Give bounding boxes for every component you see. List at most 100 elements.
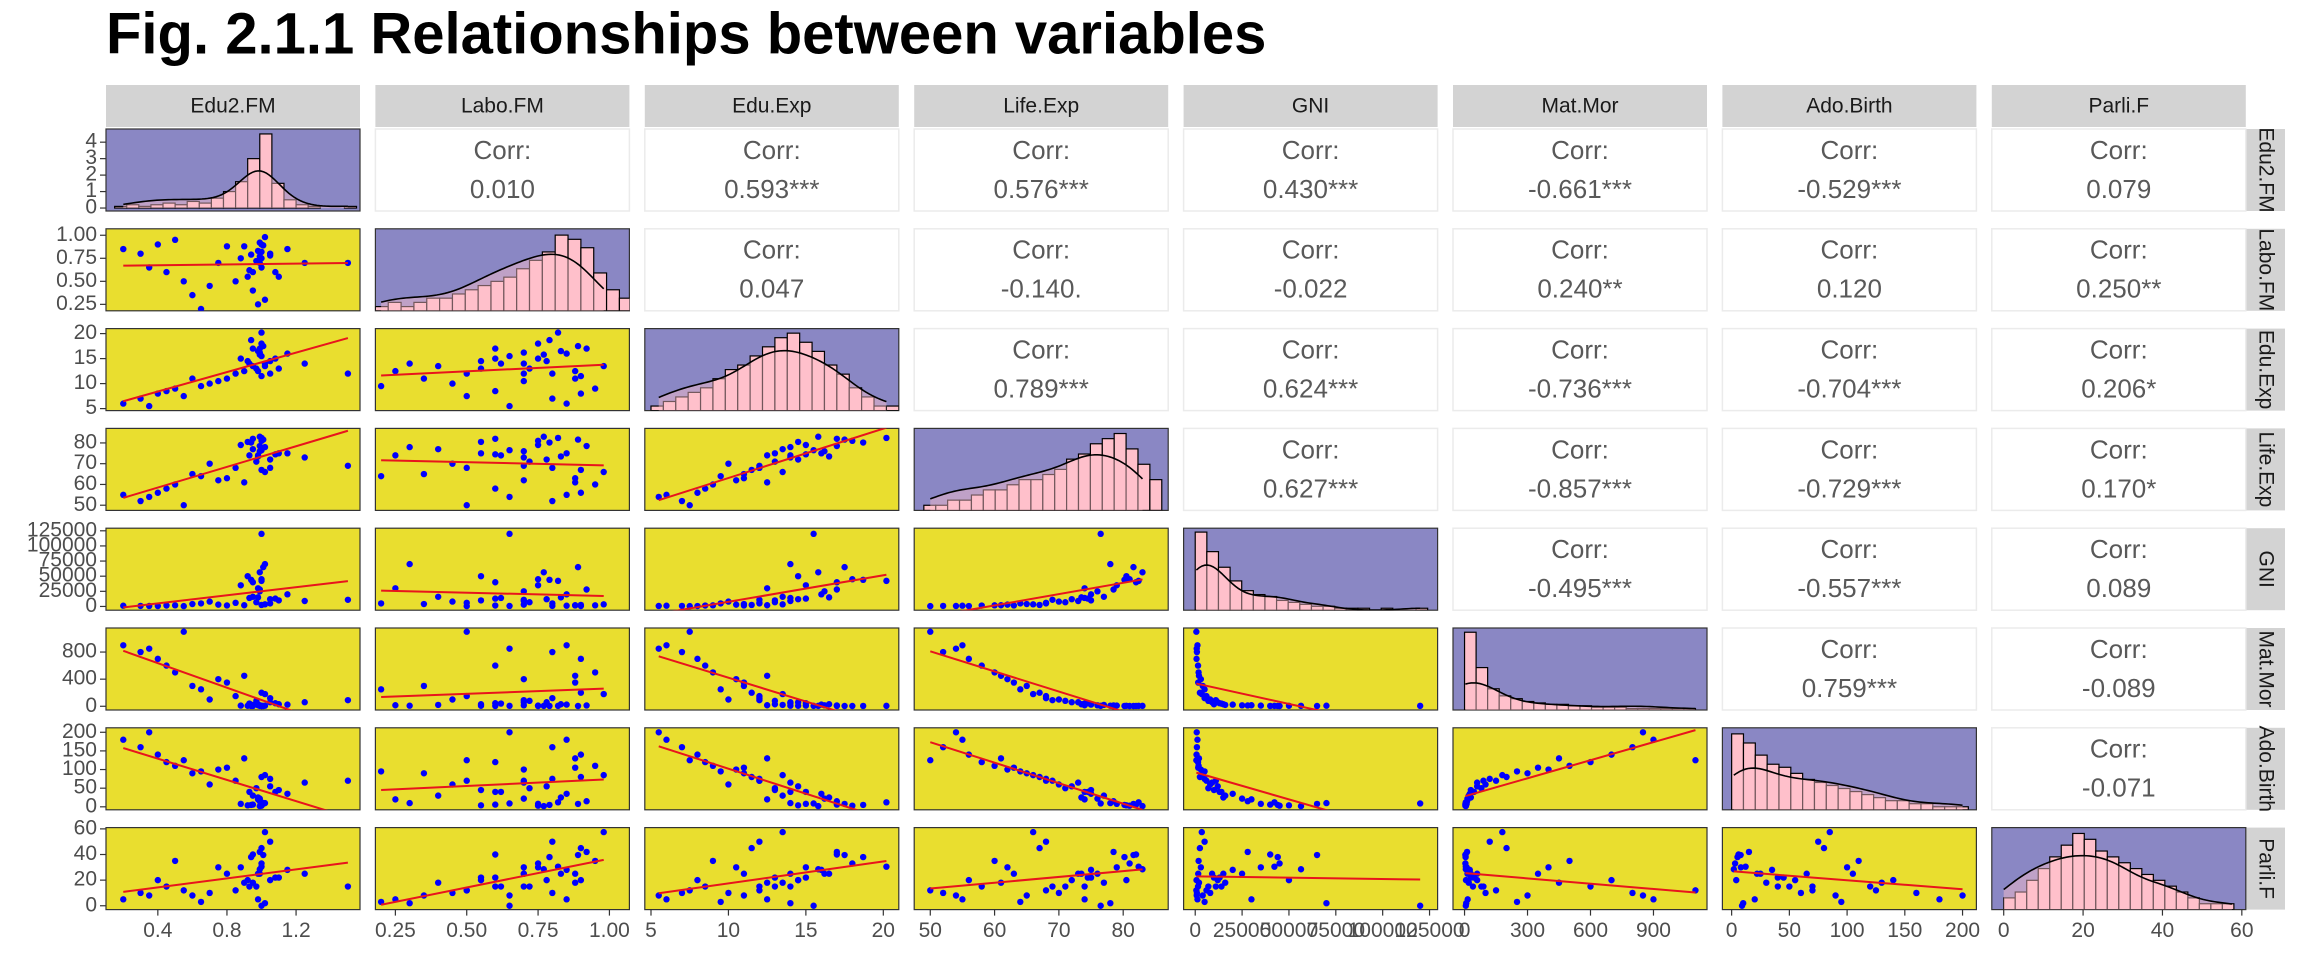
point — [223, 870, 231, 877]
point — [1010, 602, 1018, 609]
corr-label: Corr: — [2090, 734, 2148, 764]
y-tick-label: 0.25 — [56, 292, 97, 315]
point — [237, 255, 244, 262]
point — [215, 766, 222, 773]
point — [1216, 788, 1223, 796]
point — [802, 874, 810, 881]
point — [1017, 898, 1024, 906]
point — [1462, 860, 1469, 867]
point — [520, 588, 528, 595]
point — [249, 345, 257, 352]
y-tick-label: 60 — [74, 472, 97, 495]
y-tick-label: 75000 — [39, 549, 97, 572]
panel-background — [913, 228, 1169, 312]
point — [284, 591, 291, 598]
point — [420, 770, 428, 777]
panel-clip — [927, 628, 1146, 710]
point — [952, 892, 960, 899]
point — [663, 602, 670, 609]
point — [779, 771, 786, 779]
point — [549, 889, 556, 897]
panel-background — [374, 826, 630, 911]
point — [1196, 844, 1204, 852]
point — [1855, 857, 1862, 865]
point — [574, 702, 582, 710]
point — [506, 729, 513, 736]
point — [1074, 779, 1082, 786]
point — [1545, 864, 1552, 871]
x-tick-label: 200 — [1945, 919, 1980, 942]
fit-line — [929, 741, 1143, 810]
point — [763, 672, 771, 679]
density-line — [658, 349, 887, 403]
panel — [1452, 826, 1708, 911]
point — [477, 802, 485, 809]
corr-label: Corr: — [1012, 235, 1070, 265]
point — [247, 336, 255, 344]
y-tick-label: 50000 — [39, 564, 97, 587]
panel — [105, 427, 361, 511]
point — [223, 764, 231, 771]
panel — [105, 727, 361, 811]
point — [223, 679, 231, 686]
point — [794, 595, 802, 603]
corr-label: Corr: — [1821, 434, 1879, 464]
point — [120, 245, 127, 253]
panel: Corr: -0.557*** — [1721, 527, 1978, 611]
strip — [2245, 827, 2285, 910]
point — [1866, 883, 1874, 890]
point — [1139, 569, 1146, 576]
point — [1534, 764, 1542, 771]
panel-clip — [120, 233, 352, 311]
point — [137, 743, 144, 751]
panel — [105, 826, 361, 911]
fit-line — [1196, 682, 1322, 710]
point — [534, 802, 542, 809]
strip — [106, 85, 360, 127]
x-tick-label: 60 — [2230, 919, 2253, 942]
point — [256, 442, 263, 450]
point — [232, 599, 239, 607]
point — [1872, 887, 1880, 894]
point — [1004, 864, 1011, 871]
point — [492, 788, 499, 796]
x-tick-label: 50 — [1778, 919, 1801, 942]
point — [241, 479, 248, 486]
point — [1639, 729, 1647, 736]
panel — [1452, 627, 1708, 711]
point — [1276, 860, 1283, 867]
point — [686, 757, 693, 764]
strip — [2245, 628, 2285, 710]
panel-clip — [120, 429, 352, 509]
point — [241, 672, 248, 679]
point — [554, 329, 562, 336]
point — [1194, 736, 1201, 743]
hist-bar — [283, 199, 297, 209]
corr-label: Corr: — [1551, 334, 1609, 364]
point — [1768, 866, 1776, 874]
point — [1132, 801, 1140, 808]
fit-line — [122, 429, 349, 499]
point — [583, 442, 590, 450]
panel-clip — [375, 234, 630, 311]
point — [787, 883, 794, 890]
fit-line — [658, 655, 837, 710]
point — [246, 452, 253, 459]
density-line — [380, 253, 605, 303]
y-tick-label: 50 — [74, 493, 97, 516]
point — [1126, 702, 1133, 710]
point — [1513, 898, 1521, 906]
point — [1004, 675, 1011, 683]
point — [249, 702, 257, 710]
point — [253, 599, 260, 606]
point — [686, 628, 693, 635]
y-tick-label: 0 — [85, 794, 97, 817]
point — [215, 377, 222, 385]
point — [825, 794, 833, 801]
panel-background — [1452, 727, 1708, 811]
panel-clip — [120, 530, 352, 610]
point — [1193, 729, 1200, 736]
x-tick-label: 0 — [1998, 919, 2010, 942]
point — [927, 757, 934, 764]
